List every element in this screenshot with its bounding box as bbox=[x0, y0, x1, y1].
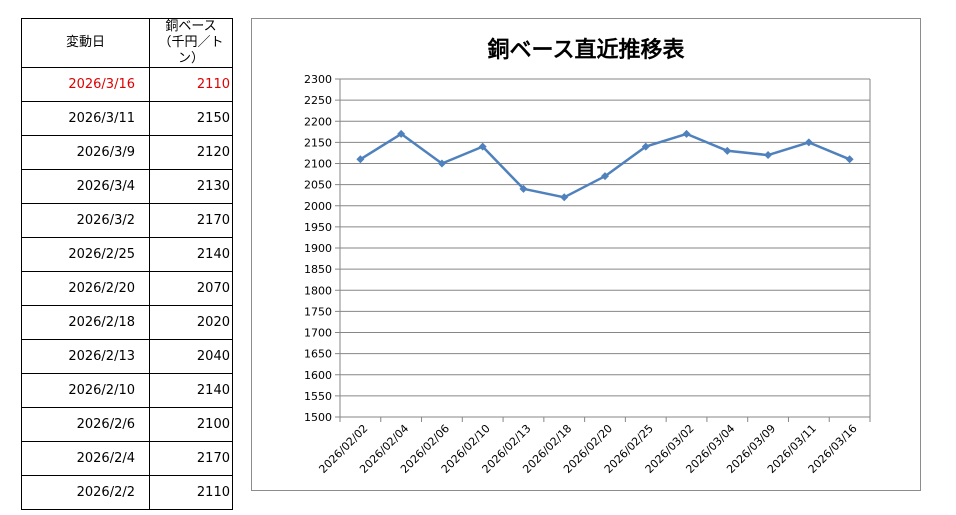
row-price: 2170 bbox=[149, 203, 233, 238]
row-date: 2026/2/20 bbox=[21, 271, 150, 306]
row-price: 2020 bbox=[149, 305, 233, 340]
row-date: 2026/2/4 bbox=[21, 441, 150, 476]
row-price: 2110 bbox=[149, 475, 233, 510]
table-row: 2026/2/6 2100 bbox=[21, 407, 233, 442]
table-header-row: 変動日 銅ベース （千円／トン） bbox=[21, 18, 233, 68]
data-point-marker bbox=[356, 155, 365, 164]
y-tick-label: 2250 bbox=[304, 94, 332, 107]
data-point-marker bbox=[519, 184, 528, 193]
row-price: 2040 bbox=[149, 339, 233, 374]
price-table: 変動日 銅ベース （千円／トン） 2026/3/16 2110 2026/3/11 2… bbox=[21, 18, 233, 510]
y-tick-label: 1750 bbox=[304, 305, 332, 318]
row-date: 2026/3/16 bbox=[21, 67, 150, 102]
row-price: 2130 bbox=[149, 169, 233, 204]
row-price: 2140 bbox=[149, 373, 233, 408]
row-date: 2026/2/6 bbox=[21, 407, 150, 442]
y-tick-label: 1600 bbox=[304, 369, 332, 382]
y-tick-label: 1550 bbox=[304, 390, 332, 403]
row-price: 2070 bbox=[149, 271, 233, 306]
header-date: 変動日 bbox=[21, 18, 150, 68]
row-date: 2026/2/2 bbox=[21, 475, 150, 510]
header-price-line2: （千円／トン） bbox=[158, 35, 224, 66]
y-tick-label: 1650 bbox=[304, 348, 332, 361]
chart-title: 銅ベース直近推移表 bbox=[487, 38, 685, 63]
y-tick-label: 2200 bbox=[304, 115, 332, 128]
y-tick-label: 1500 bbox=[304, 411, 332, 424]
table-row: 2026/2/13 2040 bbox=[21, 339, 233, 374]
data-point-marker bbox=[397, 129, 406, 138]
y-tick-label: 1900 bbox=[304, 242, 332, 255]
chart-panel: 銅ベース直近推移表 1500 1550 1600 1650 1700 1750 1800 18… bbox=[251, 18, 921, 491]
y-tick-label: 2000 bbox=[304, 200, 332, 213]
data-point-marker bbox=[560, 193, 569, 202]
row-date: 2026/2/13 bbox=[21, 339, 150, 374]
table-row: 2026/2/20 2070 bbox=[21, 271, 233, 306]
data-point-marker bbox=[804, 138, 813, 147]
y-tick-label: 1800 bbox=[304, 284, 332, 297]
line-chart: 1500 1550 1600 1650 1700 1750 1800 1850 1900 1950… bbox=[304, 73, 871, 476]
table-row: 2026/2/10 2140 bbox=[21, 373, 233, 408]
row-date: 2026/3/4 bbox=[21, 169, 150, 204]
table-row: 2026/2/18 2020 bbox=[21, 305, 233, 340]
header-price: 銅ベース （千円／トン） bbox=[149, 18, 233, 68]
table-row: 2026/2/25 2140 bbox=[21, 237, 233, 272]
table-row: 2026/3/16 2110 bbox=[21, 67, 233, 102]
y-tick-label: 2050 bbox=[304, 179, 332, 192]
series-line bbox=[359, 132, 851, 199]
row-date: 2026/2/18 bbox=[21, 305, 150, 340]
data-point-marker bbox=[641, 142, 650, 151]
table-row: 2026/3/9 2120 bbox=[21, 135, 233, 170]
row-date: 2026/2/25 bbox=[21, 237, 150, 272]
y-tick-label: 1850 bbox=[304, 263, 332, 276]
table-row: 2026/2/2 2110 bbox=[21, 475, 233, 510]
table-row: 2026/2/4 2170 bbox=[21, 441, 233, 476]
row-price: 2140 bbox=[149, 237, 233, 272]
row-price: 2110 bbox=[149, 67, 233, 102]
data-point-marker bbox=[845, 155, 854, 164]
row-price: 2120 bbox=[149, 135, 233, 170]
row-price: 2170 bbox=[149, 441, 233, 476]
y-tick-label: 1950 bbox=[304, 221, 332, 234]
table-row: 2026/3/2 2170 bbox=[21, 203, 233, 238]
y-tick-label: 2300 bbox=[304, 73, 332, 86]
row-date: 2026/2/10 bbox=[21, 373, 150, 408]
data-point-marker bbox=[764, 151, 773, 160]
y-tick-label: 2150 bbox=[304, 136, 332, 149]
data-point-marker bbox=[437, 159, 446, 168]
y-tick-label: 2100 bbox=[304, 158, 332, 171]
row-date: 2026/3/11 bbox=[21, 101, 150, 136]
table-row: 2026/3/4 2130 bbox=[21, 169, 233, 204]
header-price-line1: 銅ベース bbox=[165, 19, 217, 34]
data-point-marker bbox=[682, 129, 691, 138]
data-point-marker bbox=[601, 172, 609, 181]
row-date: 2026/3/9 bbox=[21, 135, 150, 170]
row-price: 2100 bbox=[149, 407, 233, 442]
row-price: 2150 bbox=[149, 101, 233, 136]
row-date: 2026/3/2 bbox=[21, 203, 150, 238]
data-point-marker bbox=[723, 146, 732, 155]
data-point-marker bbox=[478, 142, 487, 151]
table-row: 2026/3/11 2150 bbox=[21, 101, 233, 136]
y-tick-label: 1700 bbox=[304, 327, 332, 340]
